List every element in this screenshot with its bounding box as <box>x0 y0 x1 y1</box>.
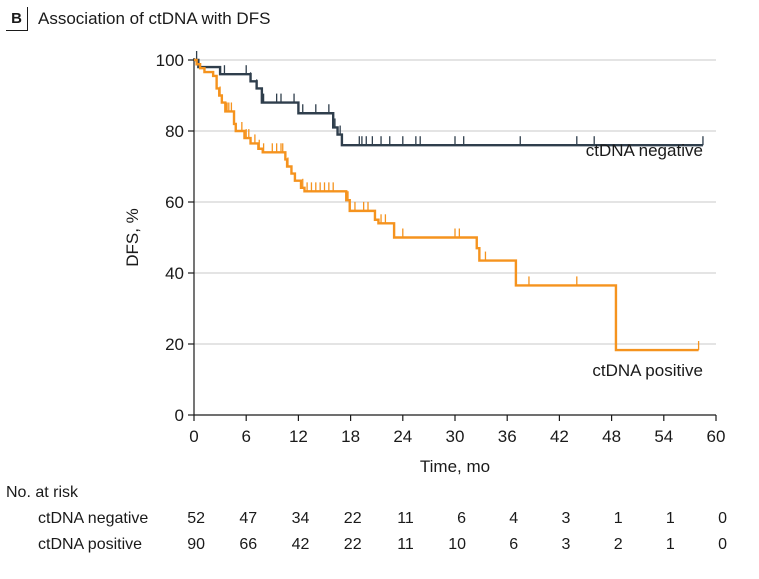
risk-count: 42 <box>291 536 310 553</box>
risk-count: 6 <box>457 510 466 527</box>
chart-title: Association of ctDNA with DFS <box>38 9 271 28</box>
x-tick-label: 36 <box>498 427 517 446</box>
km-chart: 0 20 40 60 80 100 0 6 12 18 24 30 36 42 48 54 60 Time, mo… <box>123 51 726 476</box>
risk-count: 90 <box>187 536 205 553</box>
x-axis-label: Time, mo <box>420 457 490 476</box>
risk-count: 0 <box>718 510 727 527</box>
risk-table-heading: No. at risk <box>6 484 79 501</box>
risk-row-label: ctDNA negative <box>38 510 149 527</box>
x-tick-label: 42 <box>550 427 569 446</box>
ctdna-positive-curve <box>194 58 699 352</box>
x-tick-label: 54 <box>654 427 673 446</box>
curve-annotation: ctDNA positive <box>592 361 703 380</box>
x-tick-label: 18 <box>341 427 360 446</box>
risk-count: 11 <box>397 510 414 527</box>
panel-header: B Association of ctDNA with DFS <box>6 6 270 32</box>
risk-count: 6 <box>509 536 519 553</box>
risk-count: 22 <box>343 510 362 527</box>
x-tick-label: 30 <box>446 427 465 446</box>
ctdna-negative-curve <box>194 58 703 147</box>
y-tick-label: 100 <box>156 51 184 70</box>
y-tick-label: 0 <box>175 406 184 425</box>
y-tick-label: 80 <box>165 122 184 141</box>
x-tick-label: 6 <box>241 427 250 446</box>
risk-count: 52 <box>187 510 205 527</box>
risk-count: 4 <box>509 510 519 527</box>
y-tick-label: 40 <box>165 264 184 283</box>
curve-annotation: ctDNA negative <box>586 141 703 160</box>
risk-count: 0 <box>718 536 727 553</box>
risk-count: 10 <box>448 536 466 553</box>
risk-count: 22 <box>343 536 362 553</box>
x-tick-label: 48 <box>602 427 621 446</box>
risk-count: 11 <box>397 536 414 553</box>
y-tick-label: 60 <box>165 193 184 212</box>
panel-letter: B <box>6 7 28 31</box>
risk-count: 3 <box>561 510 571 527</box>
risk-count: 34 <box>291 510 310 527</box>
risk-count: 47 <box>239 510 258 527</box>
risk-count: 1 <box>665 510 675 527</box>
risk-row-label: ctDNA positive <box>38 536 143 553</box>
x-tick-label: 12 <box>289 427 308 446</box>
risk-count: 1 <box>665 536 675 553</box>
x-tick-label: 60 <box>707 427 726 446</box>
risk-count: 1 <box>613 510 623 527</box>
y-axis-label: DFS, % <box>123 208 142 267</box>
x-tick-label: 24 <box>393 427 412 446</box>
risk-count: 2 <box>613 536 623 553</box>
risk-count: 3 <box>561 536 571 553</box>
x-tick-label: 0 <box>189 427 198 446</box>
y-tick-label: 20 <box>165 335 184 354</box>
risk-count: 66 <box>239 536 258 553</box>
